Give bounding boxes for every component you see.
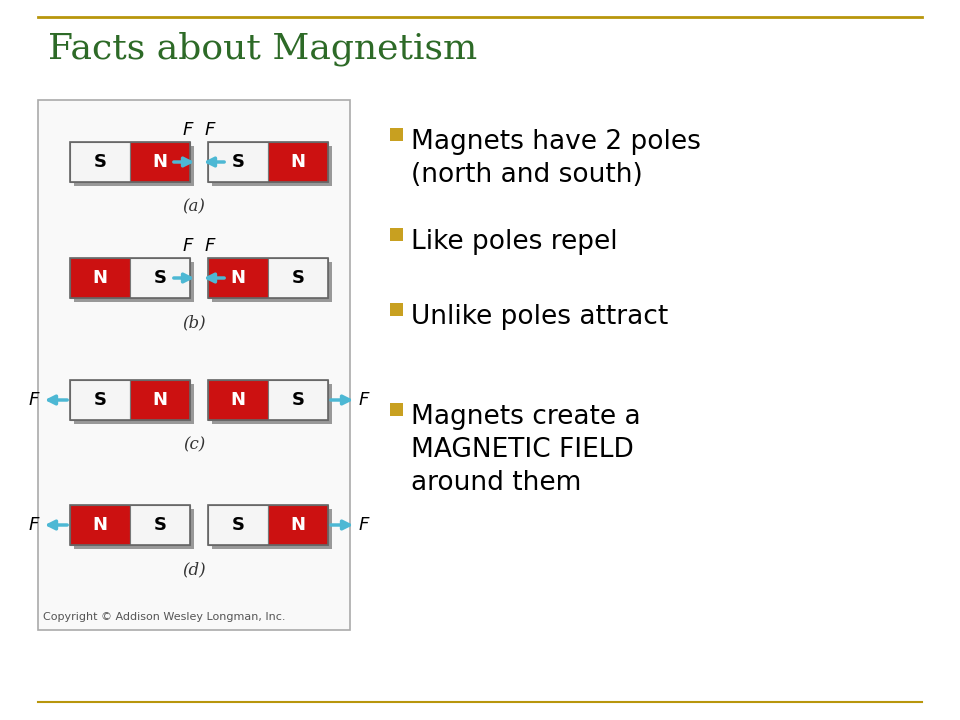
- Text: S: S: [154, 516, 166, 534]
- Text: N: N: [291, 516, 305, 534]
- Bar: [208, 258, 268, 298]
- Bar: [130, 380, 190, 420]
- Bar: [208, 505, 268, 545]
- Text: $F$: $F$: [181, 121, 194, 139]
- Bar: [70, 258, 190, 298]
- Bar: [268, 380, 328, 420]
- Bar: [212, 509, 332, 549]
- Text: S: S: [93, 153, 107, 171]
- Bar: [208, 380, 268, 420]
- Text: Magnets create a
MAGNETIC FIELD
around them: Magnets create a MAGNETIC FIELD around t…: [411, 404, 640, 496]
- Bar: [74, 384, 194, 424]
- Bar: [268, 258, 328, 298]
- Text: $F$: $F$: [28, 516, 40, 534]
- Text: $F$: $F$: [358, 391, 371, 409]
- Bar: [70, 258, 130, 298]
- Bar: [70, 505, 190, 545]
- Bar: [390, 128, 403, 141]
- Bar: [208, 142, 268, 182]
- Text: $F$: $F$: [204, 121, 216, 139]
- Text: $F$: $F$: [204, 237, 216, 255]
- Bar: [268, 142, 328, 182]
- Text: S: S: [292, 391, 304, 409]
- Bar: [212, 384, 332, 424]
- Text: N: N: [230, 391, 246, 409]
- Bar: [208, 505, 328, 545]
- Text: Like poles repel: Like poles repel: [411, 229, 617, 255]
- Text: S: S: [231, 516, 245, 534]
- Bar: [70, 142, 130, 182]
- Bar: [130, 258, 190, 298]
- Text: Magnets have 2 poles
(north and south): Magnets have 2 poles (north and south): [411, 129, 701, 188]
- Bar: [70, 380, 190, 420]
- Text: S: S: [154, 269, 166, 287]
- Bar: [390, 403, 403, 416]
- Text: (a): (a): [182, 198, 205, 215]
- Bar: [208, 258, 328, 298]
- Bar: [208, 380, 328, 420]
- Bar: [74, 262, 194, 302]
- Bar: [70, 142, 190, 182]
- Text: Copyright © Addison Wesley Longman, Inc.: Copyright © Addison Wesley Longman, Inc.: [43, 612, 285, 622]
- Bar: [212, 146, 332, 186]
- Bar: [390, 228, 403, 241]
- Bar: [212, 262, 332, 302]
- Text: N: N: [92, 516, 108, 534]
- Text: N: N: [230, 269, 246, 287]
- Bar: [268, 505, 328, 545]
- Bar: [74, 509, 194, 549]
- Text: N: N: [153, 391, 167, 409]
- Text: S: S: [231, 153, 245, 171]
- Text: (c): (c): [182, 436, 205, 453]
- Bar: [70, 380, 130, 420]
- Text: N: N: [291, 153, 305, 171]
- Text: N: N: [92, 269, 108, 287]
- Bar: [38, 100, 350, 630]
- Text: Facts about Magnetism: Facts about Magnetism: [48, 32, 477, 66]
- Text: (b): (b): [182, 314, 205, 331]
- Bar: [390, 303, 403, 316]
- Text: S: S: [93, 391, 107, 409]
- Bar: [130, 142, 190, 182]
- Bar: [208, 142, 328, 182]
- Text: $F$: $F$: [358, 516, 371, 534]
- Text: Unlike poles attract: Unlike poles attract: [411, 304, 668, 330]
- Bar: [74, 146, 194, 186]
- Text: (d): (d): [182, 561, 205, 578]
- Text: $F$: $F$: [181, 237, 194, 255]
- Bar: [130, 505, 190, 545]
- Bar: [70, 505, 130, 545]
- Text: $F$: $F$: [28, 391, 40, 409]
- Text: N: N: [153, 153, 167, 171]
- Text: S: S: [292, 269, 304, 287]
